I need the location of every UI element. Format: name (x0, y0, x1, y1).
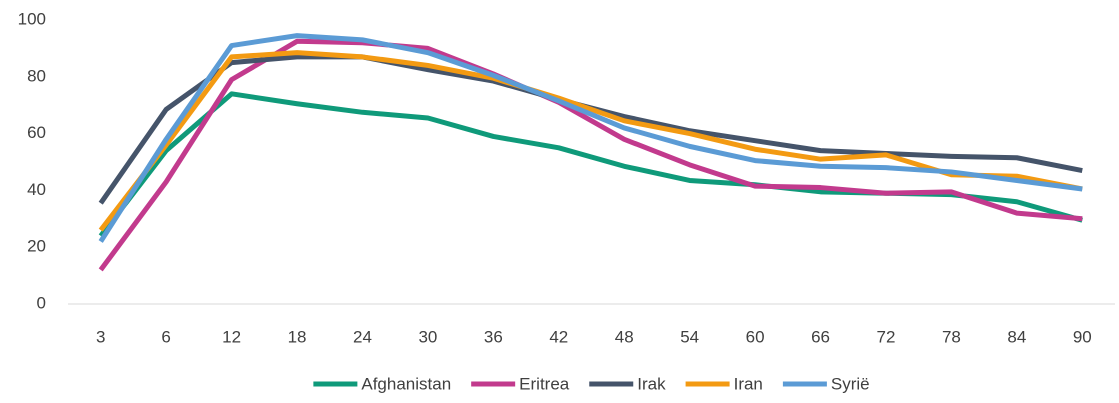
x-tick-label: 72 (877, 327, 896, 346)
x-tick-label: 66 (811, 327, 830, 346)
legend-label: Syrië (831, 374, 870, 393)
y-tick-label: 40 (27, 180, 46, 199)
y-tick-label: 100 (18, 9, 46, 28)
x-tick-label: 24 (353, 327, 372, 346)
y-tick-label: 80 (27, 66, 46, 85)
x-tick-label: 30 (418, 327, 437, 346)
legend-label: Eritrea (519, 374, 570, 393)
x-tick-label: 18 (288, 327, 307, 346)
line-series (98, 50, 1083, 232)
line-series (98, 54, 1083, 205)
line-series (98, 33, 1083, 243)
y-tick-label: 60 (27, 123, 46, 142)
x-tick-label: 6 (161, 327, 170, 346)
legend-label: Irak (637, 374, 666, 393)
y-tick-label: 0 (37, 293, 46, 312)
legend-label: Iran (734, 374, 763, 393)
x-tick-label: 90 (1073, 327, 1092, 346)
x-tick-label: 3 (96, 327, 105, 346)
x-tick-label: 78 (942, 327, 961, 346)
x-tick-label: 54 (680, 327, 699, 346)
x-tick-label: 48 (615, 327, 634, 346)
x-tick-label: 42 (549, 327, 568, 346)
y-tick-label: 20 (27, 237, 46, 256)
x-tick-label: 84 (1007, 327, 1026, 346)
x-tick-label: 60 (746, 327, 765, 346)
legend-label: Afghanistan (361, 374, 451, 393)
x-tick-label: 12 (222, 327, 241, 346)
x-tick-label: 36 (484, 327, 503, 346)
